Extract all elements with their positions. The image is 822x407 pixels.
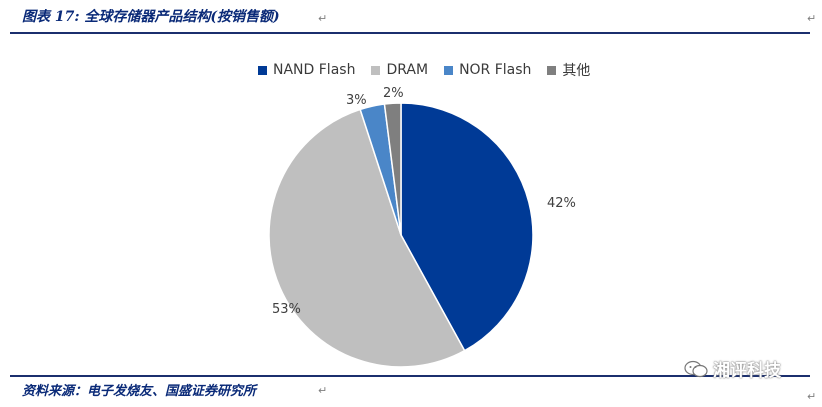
legend-swatch xyxy=(547,65,557,75)
top-rule xyxy=(10,32,810,34)
slice-other xyxy=(383,102,402,236)
wechat-icon xyxy=(684,360,708,377)
slice-dram xyxy=(268,108,466,368)
legend-swatch xyxy=(258,65,267,75)
paragraph-mark-icon: ↵ xyxy=(807,12,817,25)
legend-item-other: 其他 xyxy=(547,60,590,80)
legend-swatch xyxy=(444,65,454,75)
legend-swatch xyxy=(371,65,381,75)
legend-label: NOR Flash xyxy=(459,62,532,78)
legend-item-nor: NOR Flash xyxy=(444,62,531,78)
legend-label: DRAM xyxy=(386,62,429,78)
legend-item-dram: DRAM xyxy=(371,62,428,78)
slice-label-nor: 3% xyxy=(346,93,367,108)
source-note: 资料来源：电子发烧友、国盛证券研究所 xyxy=(22,384,257,399)
paragraph-mark-icon: ↵ xyxy=(318,384,328,397)
legend-label: NAND Flash xyxy=(273,62,356,78)
legend: NAND Flash DRAM NOR Flash 其他 xyxy=(258,60,590,80)
watermark: 湘评科技 xyxy=(683,356,781,381)
legend-label: 其他 xyxy=(562,63,591,79)
bottom-rule xyxy=(10,375,810,377)
pie-slices xyxy=(268,102,534,368)
slice-label-other: 2% xyxy=(383,86,404,101)
slice-nand-flash xyxy=(400,102,534,352)
legend-item-nand: NAND Flash xyxy=(258,62,355,78)
paragraph-mark-icon: ↵ xyxy=(318,12,328,25)
watermark-text: 湘评科技 xyxy=(713,361,781,381)
chart-title: 图表 17: 全球存储器产品结构(按销售额) xyxy=(22,9,280,25)
paragraph-mark-icon: ↵ xyxy=(807,390,817,403)
slice-label-dram: 53% xyxy=(272,302,301,317)
slice-label-nand: 42% xyxy=(547,196,576,211)
